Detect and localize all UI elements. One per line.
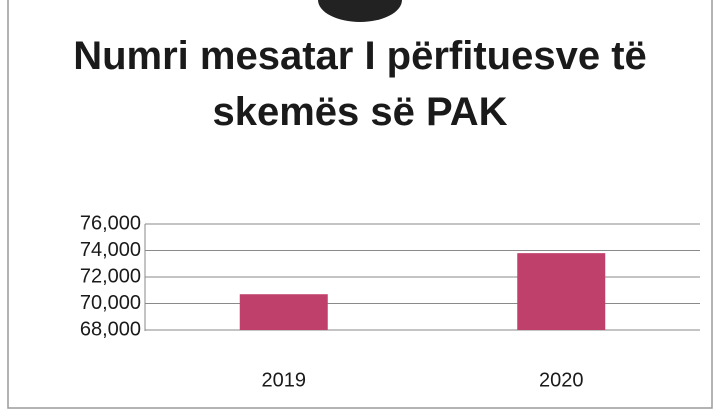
y-tick-label: 72,000	[80, 265, 141, 287]
chart-title: Numri mesatar I përfituesve të skemës së…	[73, 34, 647, 134]
y-tick-label: 76,000	[80, 212, 141, 234]
y-tick-label: 74,000	[80, 239, 141, 261]
chart-frame	[7, 0, 713, 409]
bar	[239, 294, 328, 330]
x-tick-label: 2019	[262, 369, 307, 391]
top-shape	[318, 0, 402, 22]
y-tick-label: 68,000	[80, 318, 141, 340]
bar	[517, 253, 606, 330]
y-tick-label: 70,000	[80, 292, 141, 314]
x-tick-label: 2020	[539, 369, 584, 391]
